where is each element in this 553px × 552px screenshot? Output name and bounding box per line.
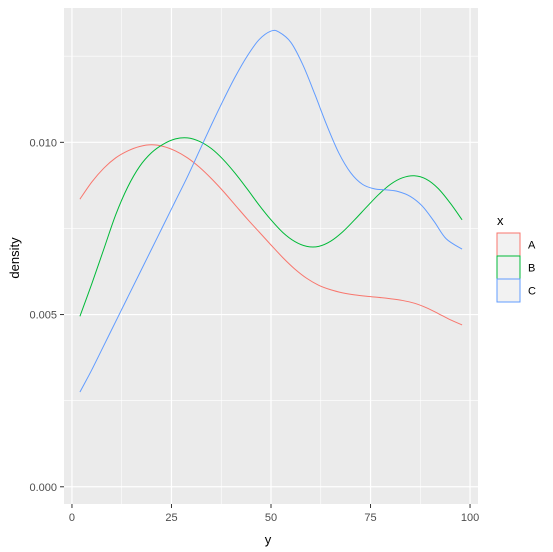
y-tick-label: 0.010: [29, 137, 57, 149]
legend-label-a: A: [528, 240, 536, 252]
y-axis-title: density: [7, 237, 22, 279]
series-lines: [79, 29, 463, 393]
x-axis: 0 25 50 75 100: [69, 504, 479, 524]
density-line-c: [79, 29, 463, 393]
density-line-b: [79, 137, 463, 317]
legend-label-c: C: [528, 286, 536, 298]
y-tick-label: 0.000: [29, 482, 57, 494]
legend-key-c: [496, 278, 521, 303]
legend-keys: ABC: [496, 232, 536, 303]
x-axis-title: y: [265, 532, 272, 547]
legend-key-b: [496, 255, 521, 280]
x-tick-label: 0: [69, 512, 75, 524]
density-line-a: [79, 144, 463, 326]
legend-title: x: [497, 213, 504, 228]
legend-key-a: [496, 232, 521, 257]
x-tick-label: 100: [461, 512, 479, 524]
legend: x ABC: [496, 213, 536, 303]
x-tick-label: 75: [364, 512, 376, 524]
y-tick-label: 0.005: [29, 310, 57, 322]
x-tick-label: 25: [165, 512, 177, 524]
x-tick-label: 50: [265, 512, 277, 524]
legend-label-b: B: [528, 263, 535, 275]
y-axis: 0.000 0.005 0.010: [29, 137, 64, 494]
major-gridlines: [64, 8, 478, 504]
